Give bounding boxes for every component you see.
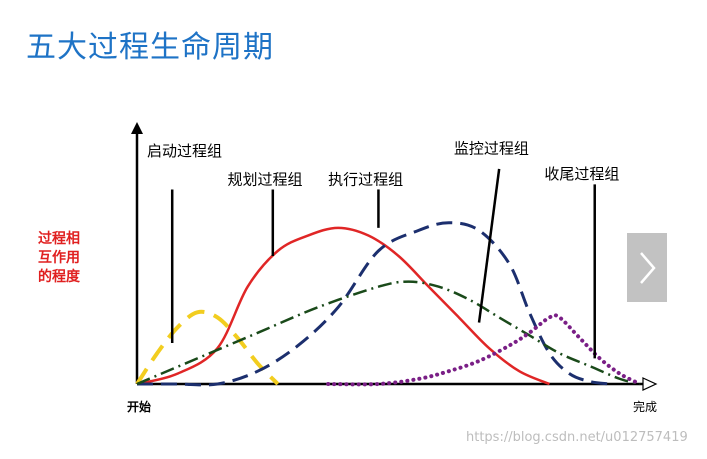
- series-label: 启动过程组: [147, 142, 222, 160]
- next-slide-button[interactable]: [627, 233, 667, 302]
- series-line: [135, 309, 280, 386]
- page-title: 五大过程生命周期: [26, 30, 274, 65]
- series-label: 监控过程组: [454, 140, 529, 158]
- label-pointer-line: [477, 168, 501, 323]
- chevron-right-icon: [640, 251, 656, 284]
- label-pointer-layer: [170, 168, 596, 359]
- watermark: https://blog.csdn.net/u012757419: [466, 430, 688, 445]
- series-label: 规划过程组: [228, 170, 303, 188]
- x-axis-arrow: [642, 377, 658, 391]
- y-axis-label-line: 互作用: [38, 249, 80, 266]
- series-line: [326, 313, 642, 387]
- x-axis-end-label: 完成: [633, 399, 657, 414]
- series-line: [136, 280, 641, 386]
- series-label: 执行过程组: [328, 170, 403, 188]
- series-line: [136, 226, 550, 386]
- x-axis-start-label: 开始: [127, 399, 151, 414]
- series-layer: [135, 221, 642, 387]
- series-line: [136, 221, 611, 387]
- y-axis-label-line: 的程度: [38, 268, 81, 285]
- y-axis-label-line: 过程相: [38, 230, 80, 247]
- y-axis-arrow: [131, 122, 143, 134]
- series-label: 收尾过程组: [544, 165, 619, 183]
